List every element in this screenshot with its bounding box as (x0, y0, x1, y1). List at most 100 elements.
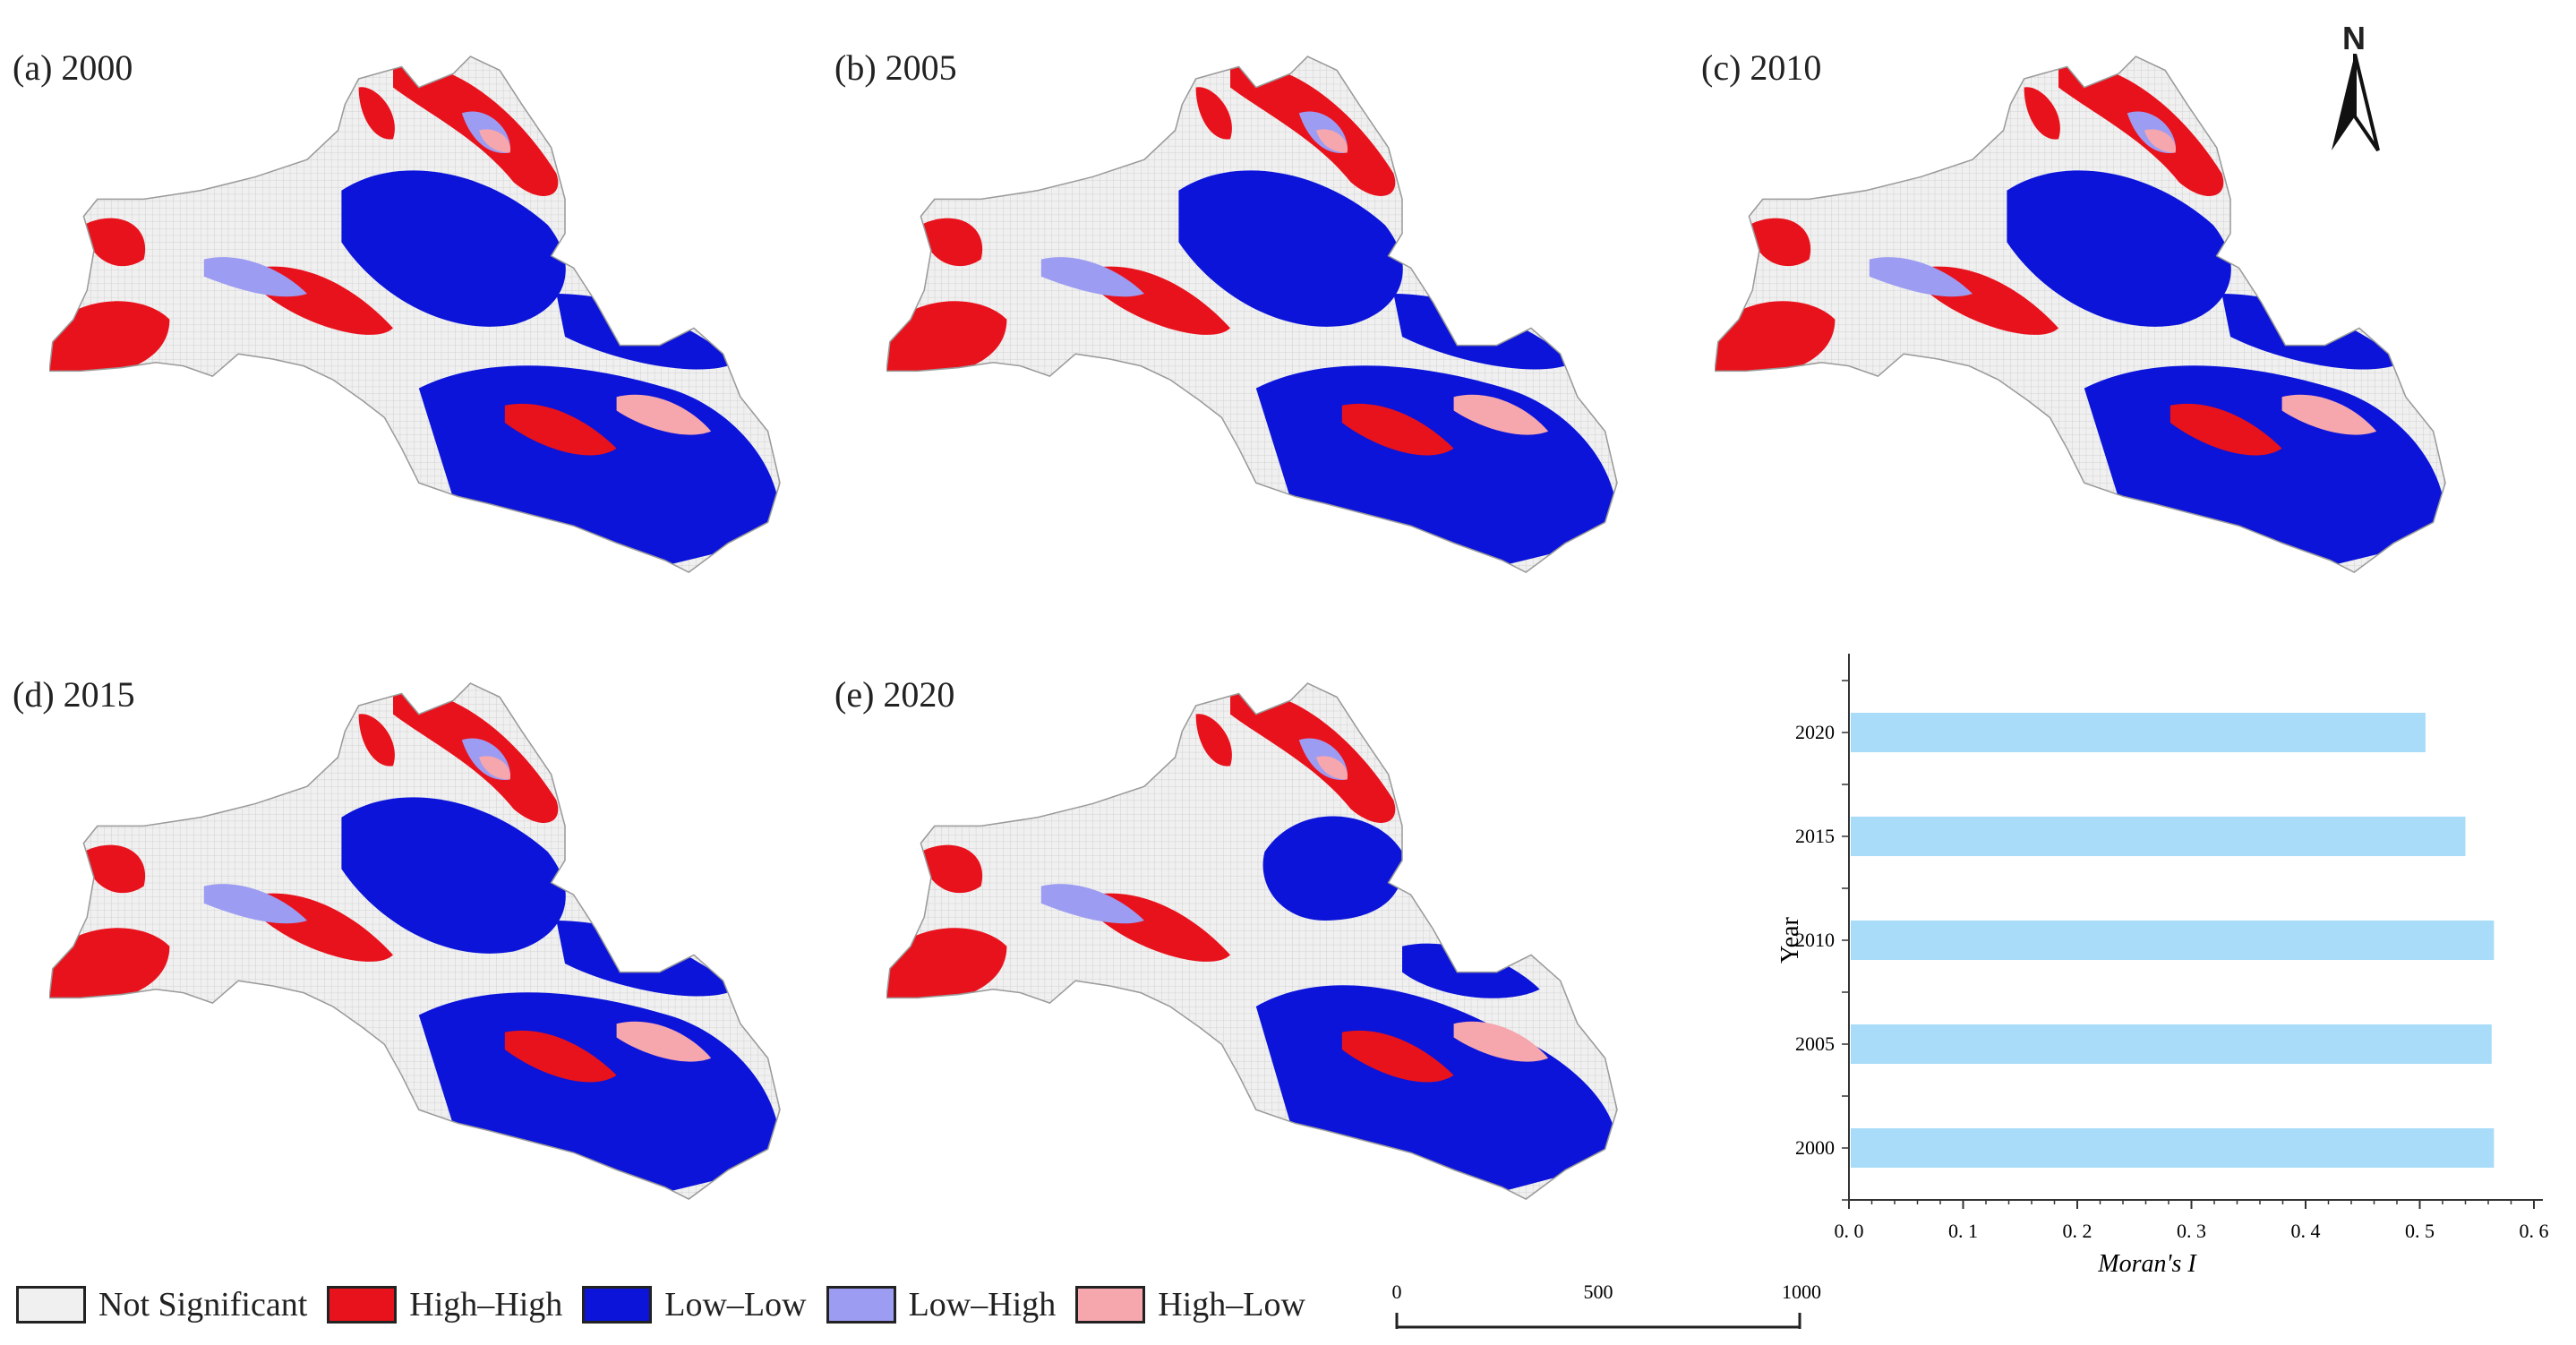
region-high-high (83, 844, 146, 894)
region-low-low (2007, 170, 2231, 327)
region-high-low (1453, 1021, 1549, 1062)
region-high-low (479, 129, 511, 153)
north-arrow-icon (2332, 54, 2380, 152)
chart-x-axis-label: Moran's I (2097, 1250, 2197, 1272)
region-high-high (358, 87, 395, 140)
chart-y-tick-label: 2015 (1795, 825, 1835, 847)
region-high-high (1715, 301, 1836, 380)
scale-tick-500: 500 (1584, 1281, 1613, 1303)
region-high-high (1749, 218, 1811, 267)
region-high-high (1341, 403, 1454, 456)
region-high-low (2281, 394, 2377, 435)
chart-x-tick-label: 0. 1 (1948, 1220, 1978, 1242)
legend-label: Low–High (908, 1286, 1057, 1324)
map-outline (49, 56, 781, 573)
panel-label-d: (d) 2015 (13, 674, 135, 715)
chart-bar-2005 (1851, 1024, 2492, 1065)
map-2020 (886, 682, 1618, 1200)
map-outline (886, 56, 1618, 573)
region-low-high (203, 884, 307, 924)
chart-x-tick-label: 0. 4 (2291, 1220, 2321, 1242)
region-high-high (358, 714, 395, 767)
region-high-high (1818, 131, 1891, 169)
legend-label: High–Low (1158, 1286, 1305, 1324)
region-high-low (1316, 756, 1348, 780)
chart-x-tick-label: 0. 0 (1835, 1220, 1864, 1242)
chart-bar-2000 (1851, 1127, 2495, 1169)
region-high-high (504, 403, 617, 456)
region-low-high (1040, 257, 1144, 297)
legend-item-not-significant: Not Significant (16, 1285, 307, 1324)
morans-i-bar-chart: Year Moran's I 0. 0 0. 1 0. 2 0. 3 0. 4 0. 5 0… (1776, 654, 2549, 1272)
map-2015 (49, 682, 781, 1200)
region-high-high (989, 758, 1063, 796)
panel-label-e: (e) 2020 (834, 674, 955, 715)
map-2010 (1715, 56, 2446, 573)
region-low-low (341, 170, 566, 327)
chart-x-tick-label: 0. 2 (2063, 1220, 2092, 1242)
legend-label: High–High (409, 1286, 563, 1324)
chart-y-tick-label: 2000 (1795, 1136, 1835, 1159)
region-low-high (1040, 884, 1144, 924)
panel-label-b: (b) 2005 (834, 47, 957, 88)
region-high-low (2144, 129, 2177, 153)
region-high-high (886, 301, 1007, 380)
region-high-high (49, 928, 170, 1007)
chart-x-tick-label: 0. 3 (2177, 1220, 2206, 1242)
region-high-high (2169, 403, 2282, 456)
map-outline (1715, 56, 2446, 573)
region-high-high (989, 131, 1063, 169)
region-low-high (203, 257, 307, 297)
region-high-high (1195, 714, 1232, 767)
panel-label-a: (a) 2000 (13, 47, 133, 88)
legend: Not Significant High–High Low–Low Low–Hi… (16, 1281, 1325, 1329)
chart-y-axis-label: Year (1776, 917, 1804, 964)
chart-y-tick-label: 2020 (1795, 721, 1835, 743)
legend-swatch (16, 1286, 86, 1324)
chart-y-tick-label: 2010 (1795, 929, 1835, 951)
region-low-high (1869, 257, 1973, 297)
map-outline (49, 682, 781, 1200)
region-low-low (1178, 170, 1403, 327)
region-high-high (152, 131, 226, 169)
chart-x-tick-label: 0. 5 (2405, 1220, 2435, 1242)
chart-bar-2015 (1851, 816, 2466, 857)
map-outline (886, 682, 1618, 1200)
region-high-high (2024, 87, 2060, 140)
region-high-low (1316, 129, 1348, 153)
scale-bar: 0 500 1000 km (1392, 1281, 1827, 1329)
region-high-high (886, 928, 1007, 1007)
region-high-high (83, 218, 146, 267)
legend-swatch (1075, 1286, 1146, 1324)
region-high-high (49, 301, 170, 380)
legend-item-high-high: High–High (327, 1285, 562, 1324)
legend-item-low-low: Low–Low (582, 1285, 807, 1324)
legend-item-low-high: Low–High (826, 1285, 1057, 1324)
region-high-low (616, 394, 712, 435)
chart-y-tick-label: 2005 (1795, 1032, 1835, 1055)
region-high-low (479, 756, 511, 780)
scale-tick-1000: 1000 km (1782, 1281, 1827, 1303)
region-high-high (1195, 87, 1232, 140)
north-label: N (2342, 20, 2366, 56)
region-high-high (504, 1030, 617, 1083)
map-2000 (49, 56, 781, 573)
legend-label: Not Significant (98, 1286, 308, 1324)
region-high-high (920, 844, 983, 894)
region-high-high (1341, 1030, 1454, 1083)
legend-swatch (327, 1286, 398, 1324)
region-low-low (1262, 816, 1404, 921)
panel-label-c: (c) 2010 (1701, 47, 1822, 88)
scale-tick-0: 0 (1392, 1281, 1402, 1303)
region-high-high (152, 758, 226, 796)
chart-bar-2010 (1851, 920, 2495, 961)
region-high-high (920, 218, 983, 267)
chart-x-tick-label: 0. 6 (2520, 1220, 2549, 1242)
legend-swatch (826, 1286, 896, 1324)
region-high-low (1453, 394, 1549, 435)
region-high-low (616, 1021, 712, 1062)
region-low-low (341, 797, 566, 954)
map-2005 (886, 56, 1618, 573)
north-arrow: N (2319, 20, 2391, 154)
chart-bar-2020 (1851, 712, 2426, 753)
